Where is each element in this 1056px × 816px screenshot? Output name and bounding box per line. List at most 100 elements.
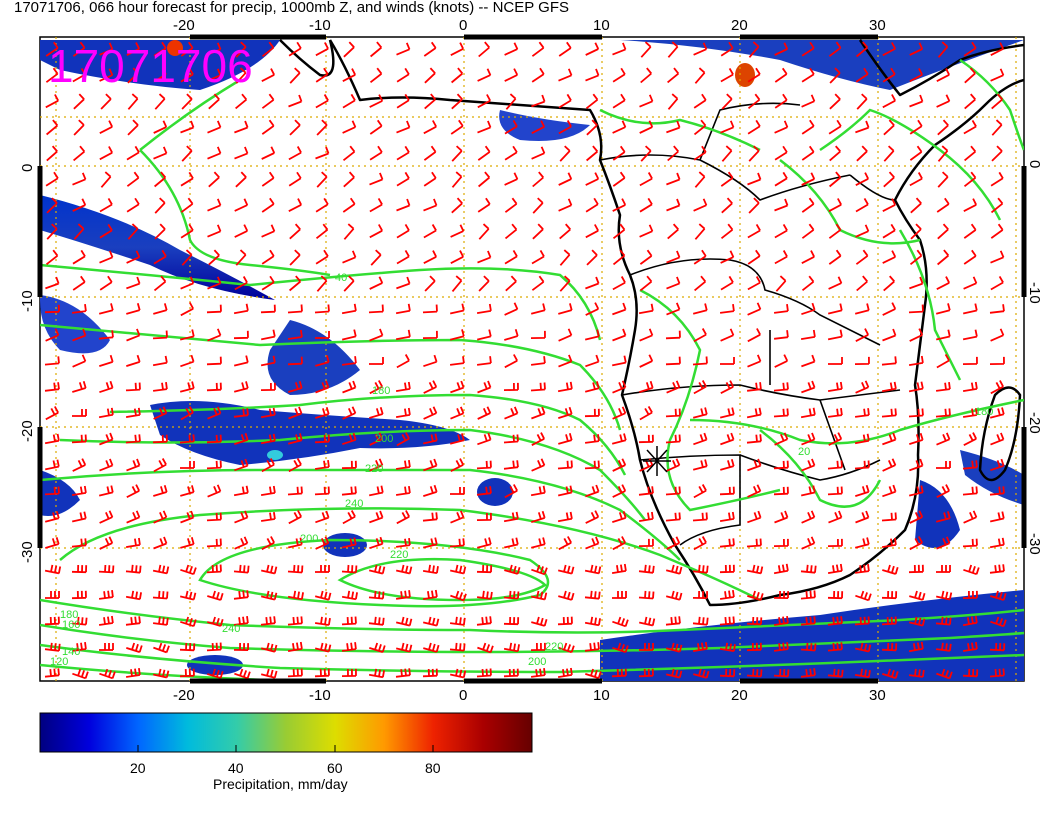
wind-barb [855,642,872,653]
wind-barb [261,93,275,109]
wind-barb [530,642,546,651]
precip-area-sahel [499,110,590,141]
wind-barb [558,41,572,57]
coast-madagascar [978,386,1022,482]
wind-barb [584,642,600,652]
wind-barb [180,406,194,421]
wind-barb [855,224,870,238]
wind-barb [395,590,411,600]
wind-barb [369,276,384,290]
wind-barb [288,458,302,473]
wind-barb [530,382,546,392]
wind-barb [504,354,518,369]
wind-barb [126,276,141,290]
wind-barb [694,223,706,240]
wind-barb [153,275,167,292]
wind-barb [261,329,276,341]
wind-barb [908,485,924,497]
wind-barb [800,616,816,626]
wind-barb [612,484,627,498]
wind-barb [639,275,653,292]
wind-barb [126,484,141,498]
wind-barb [315,42,329,57]
contour-label: 160 [62,619,80,631]
wind-barb [368,304,384,314]
wind-barb [180,537,195,549]
wind-barb [260,590,278,601]
wind-barb [315,146,330,160]
wind-barb [829,93,841,110]
wind-barb [964,93,976,110]
wind-barb [557,564,575,575]
wind-barb [962,460,978,470]
wind-barb [937,171,949,188]
wind-barb [585,668,602,679]
wind-barb [773,330,789,340]
wind-barb [720,328,735,342]
wind-barb [693,668,710,679]
wind-barb [800,407,816,419]
wind-barb [693,93,707,109]
wind-barb [747,590,764,601]
precip-area-nw-band [40,195,275,300]
wind-barb [720,357,735,365]
wind-barb [316,275,328,292]
map-title: 17071706, 066 hour forecast for precip, … [14,0,569,16]
wind-barb [665,356,681,366]
wind-barb [530,537,546,549]
wind-barb [909,276,924,290]
wind-barb [342,145,356,162]
wind-barb [908,564,924,574]
wind-barb [584,616,601,627]
wind-barb [451,275,463,292]
wind-barb [638,303,654,315]
wind-barb [855,590,872,602]
wind-barb [692,303,708,315]
wind-barb [72,409,87,417]
wind-barb [450,303,465,315]
precip-area-small-3 [187,655,243,675]
contour-line [759,429,882,508]
wind-barb [234,668,251,680]
wind-barb [666,198,681,212]
wind-barb [396,198,411,212]
wind-barb [314,616,331,626]
wind-barb [71,590,87,600]
wind-barb [667,67,680,84]
y-tick-label: -20 [1026,412,1043,434]
wind-barb [748,145,760,162]
wind-barb [314,486,330,496]
contour-label: 180 [372,385,390,397]
wind-barb [44,382,60,392]
wind-barb [98,330,114,340]
wind-barb [990,432,1005,446]
wind-barb [126,328,141,342]
wind-barb [180,302,194,317]
wind-barb [666,536,681,550]
wind-barb [773,460,789,470]
wind-barb [612,380,627,394]
wind-barb [424,275,436,292]
wind-barb [638,486,654,496]
wind-barb [639,616,656,627]
wind-barb [774,120,789,134]
wind-barb [881,512,897,522]
wind-barb [773,642,789,652]
wind-barb [234,536,249,550]
wind-barb [801,275,815,292]
wind-barb [774,67,788,83]
wind-barb [342,120,357,134]
wind-barb [46,145,58,162]
wind-barb [260,616,276,626]
wind-barb [855,120,870,134]
wind-barb [478,223,490,240]
wind-barb [396,42,411,56]
wind-barb [181,93,193,110]
coast-east-horn [858,39,1024,97]
wind-barb [827,486,843,496]
wind-barb [909,119,923,135]
wind-barb [881,537,897,548]
wind-barb [368,668,385,679]
wind-barb [476,668,492,678]
wind-barb [612,120,627,134]
